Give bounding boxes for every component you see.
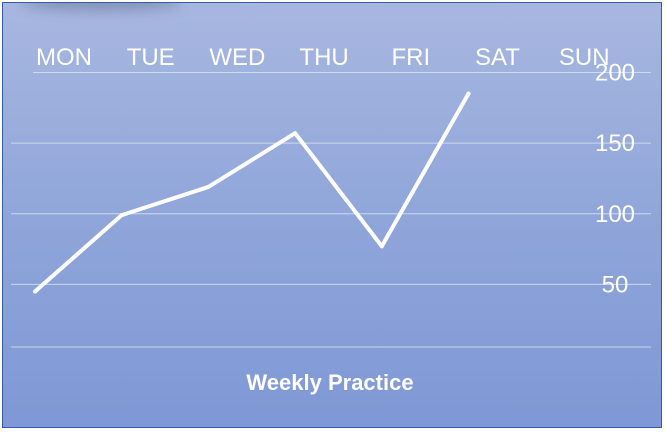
data-point-fri <box>379 244 384 249</box>
y-tick-label-50: 50 <box>602 271 629 298</box>
x-tick-label-tue: TUE <box>127 44 175 71</box>
x-axis-labels: MON TUE WED THU FRI SAT SUN <box>36 44 610 71</box>
chart-title: Weekly Practice <box>246 370 413 395</box>
data-point-thu <box>293 131 298 136</box>
y-tick-label-200: 200 <box>595 59 635 86</box>
y-tick-label-150: 150 <box>595 130 635 157</box>
chart-card: MON TUE WED THU FRI SAT SUN 50 100 150 200 Weekly… <box>2 2 662 428</box>
data-point-tue <box>119 213 124 218</box>
x-tick-label-fri: FRI <box>391 44 430 71</box>
y-axis-labels: 50 100 150 200 <box>595 59 635 298</box>
series-line-0 <box>33 91 471 294</box>
x-tick-label-mon: MON <box>36 44 92 71</box>
x-tick-label-thu: THU <box>299 44 348 71</box>
line-chart: MON TUE WED THU FRI SAT SUN 50 100 150 200 Weekly… <box>11 44 651 395</box>
series-group <box>33 91 471 294</box>
data-point-mon <box>33 289 37 294</box>
data-point-wed <box>206 184 211 189</box>
decorative-shadow <box>21 3 181 11</box>
y-tick-label-100: 100 <box>595 201 635 228</box>
x-tick-label-sat: SAT <box>475 44 520 71</box>
data-point-sat <box>466 91 471 96</box>
x-tick-label-wed: WED <box>209 44 265 71</box>
gridlines <box>11 71 651 348</box>
x-tick-label-sun: SUN <box>559 44 610 71</box>
